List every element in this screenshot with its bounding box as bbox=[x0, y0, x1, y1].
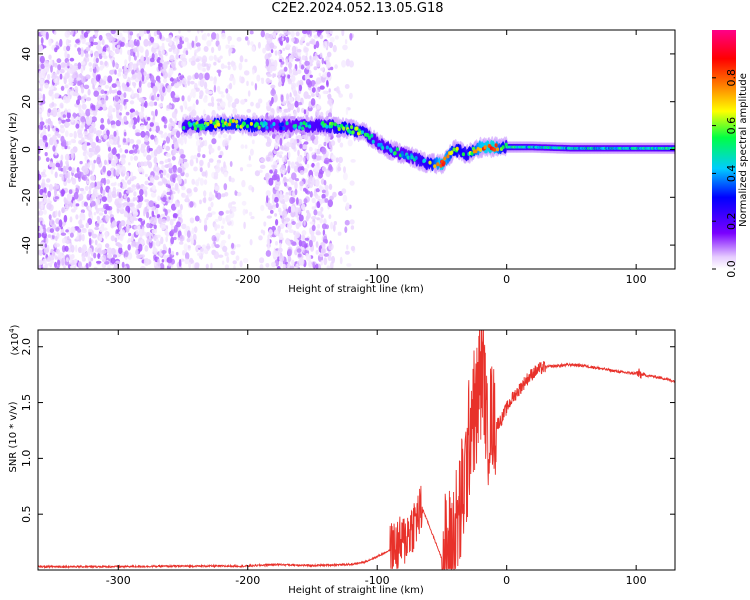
snr-y-ticks: 0.5 1.0 1.5 2.0 bbox=[20, 338, 675, 523]
colorbar-tick-label: 0.8 bbox=[725, 69, 738, 87]
spectrogram-y-tick-label: 40 bbox=[20, 47, 33, 61]
colorbar-gradient bbox=[712, 30, 736, 269]
snr-x-tick-label: -100 bbox=[365, 574, 390, 587]
snr-x-tick-label: -200 bbox=[235, 574, 260, 587]
snr-series-line bbox=[38, 330, 675, 570]
snr-x-tick-label: 0 bbox=[503, 574, 510, 587]
snr-y-axis-label: SNR (10 * v/v) bbox=[8, 401, 19, 472]
snr-y-multiplier: (x104) bbox=[8, 324, 21, 355]
spectrogram-y-ticks: -40 -20 0 20 40 bbox=[20, 47, 675, 254]
spectrogram-y-tick-label: -40 bbox=[20, 236, 33, 254]
colorbar-tick-label: 0.2 bbox=[725, 212, 738, 230]
spectrogram-x-tick-label: 100 bbox=[626, 273, 647, 286]
chart-title: C2E2.2024.052.13.05.G18 bbox=[271, 1, 444, 16]
spectral-ridge bbox=[181, 113, 675, 175]
snr-x-ticks: -300 -200 -100 0 100 bbox=[106, 330, 647, 587]
colorbar-tick-label: 0.4 bbox=[725, 165, 738, 183]
snr-x-tick-label: -300 bbox=[106, 574, 131, 587]
noise-speckle-3 bbox=[264, 30, 334, 269]
noise-speckle-2 bbox=[234, 30, 270, 269]
spectrogram-y-tick-label: -20 bbox=[20, 188, 33, 206]
snr-plot-area bbox=[38, 330, 675, 570]
colorbar-ticks: 0.0 0.2 0.4 0.6 0.8 bbox=[712, 69, 738, 278]
snr-panel: -300 -200 -100 0 100 0.5 1.0 1.5 2.0 Height of … bbox=[8, 324, 676, 596]
noise-speckle-1 bbox=[180, 30, 238, 269]
spectrogram-y-tick-label: 0 bbox=[20, 146, 33, 153]
colorbar-tick-label: 0.6 bbox=[725, 117, 738, 135]
snr-y-tick-label: 1.0 bbox=[20, 450, 33, 468]
snr-frame bbox=[37, 329, 676, 571]
noise-speckle-0 bbox=[38, 30, 186, 269]
spectrogram-x-ticks: -300 -200 -100 0 100 bbox=[106, 30, 647, 286]
snr-y-tick-label: 1.5 bbox=[20, 394, 33, 412]
spectrogram-x-tick-label: 0 bbox=[503, 273, 510, 286]
spectrogram-x-tick-label: -100 bbox=[365, 273, 390, 286]
colorbar: 0.0 0.2 0.4 0.6 0.8 Normalized spectral ampl… bbox=[712, 30, 749, 278]
spectrogram-x-tick-label: -300 bbox=[106, 273, 131, 286]
snr-y-tick-label: 0.5 bbox=[20, 505, 33, 523]
spectrogram-y-tick-label: 20 bbox=[20, 95, 33, 109]
colorbar-label: Normalized spectral amplitude bbox=[738, 73, 749, 227]
colorbar-tick-label: 0.0 bbox=[725, 260, 738, 278]
spectrogram-x-tick-label: -200 bbox=[235, 273, 260, 286]
spectrogram-x-axis-label: Height of straight line (km) bbox=[288, 284, 424, 295]
snr-x-axis-label: Height of straight line (km) bbox=[288, 585, 424, 596]
snr-y-tick-label: 2.0 bbox=[20, 338, 33, 356]
spectrogram-y-axis-label: Frequency (Hz) bbox=[8, 112, 19, 188]
spectrogram-plot-area bbox=[38, 30, 675, 269]
noise-speckle-4 bbox=[329, 30, 356, 267]
snr-x-tick-label: 100 bbox=[626, 574, 647, 587]
